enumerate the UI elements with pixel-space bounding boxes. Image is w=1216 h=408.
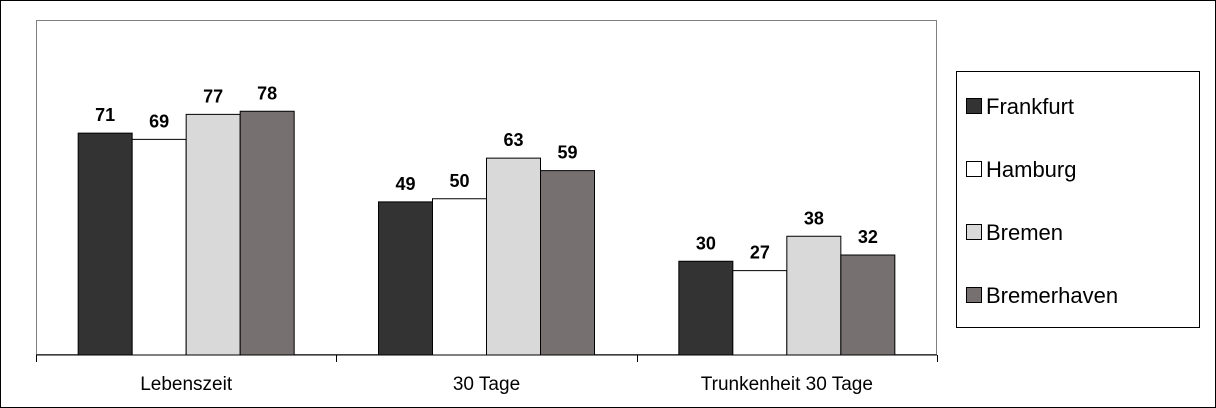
bar-frankfurt-2: [378, 201, 433, 356]
legend-item: Frankfurt: [966, 94, 1074, 119]
category-label: Lebenszeit: [140, 374, 233, 395]
legend-box: [956, 71, 1200, 328]
legend-label: Bremerhaven: [986, 283, 1118, 308]
value-labels: 71 69 77 78 49 50 63 59 30 27 38 32: [95, 83, 878, 262]
bar-bremerhaven-2: [540, 170, 595, 356]
legend-swatch: [966, 161, 982, 177]
bar-frankfurt-3: [678, 260, 734, 356]
value-label: 63: [503, 130, 523, 150]
legend-label: Hamburg: [986, 157, 1076, 182]
x-axis-ticks: [36, 355, 938, 362]
value-label: 71: [95, 105, 115, 125]
value-label: 50: [449, 171, 469, 191]
bar-frankfurt-1: [77, 132, 133, 356]
value-label: 30: [696, 233, 716, 253]
bar-bremen-2: [486, 157, 541, 356]
value-label: 38: [804, 208, 824, 228]
bar-bremerhaven-1: [239, 110, 295, 356]
bar-bremen-1: [185, 113, 241, 356]
bars: [77, 110, 896, 356]
value-label: 59: [557, 143, 577, 163]
category-labels: Lebenszeit 30 Tage Trunkenheit 30 Tage: [140, 374, 873, 395]
bar-hamburg-3: [732, 270, 788, 356]
legend-swatch: [966, 98, 982, 114]
value-label: 69: [149, 111, 169, 131]
legend-label: Bremen: [986, 220, 1063, 245]
category-label: 30 Tage: [453, 374, 520, 395]
legend: Frankfurt Hamburg Bremen Bremerhaven: [956, 71, 1200, 328]
value-label: 27: [750, 243, 770, 263]
legend-swatch: [966, 224, 982, 240]
legend-item: Bremen: [966, 220, 1063, 245]
value-label: 77: [203, 86, 223, 106]
legend-item: Hamburg: [966, 157, 1076, 182]
category-label: Trunkenheit 30 Tage: [701, 374, 873, 395]
bar-hamburg-1: [131, 138, 187, 356]
bar-bremen-3: [786, 235, 842, 356]
legend-label: Frankfurt: [986, 94, 1074, 119]
value-label: 49: [395, 174, 415, 194]
legend-item: Bremerhaven: [966, 283, 1118, 308]
legend-swatch: [966, 287, 982, 303]
value-label: 32: [858, 227, 878, 247]
bar-bremerhaven-3: [840, 254, 896, 356]
bar-hamburg-2: [432, 198, 487, 356]
value-label: 78: [257, 83, 277, 103]
